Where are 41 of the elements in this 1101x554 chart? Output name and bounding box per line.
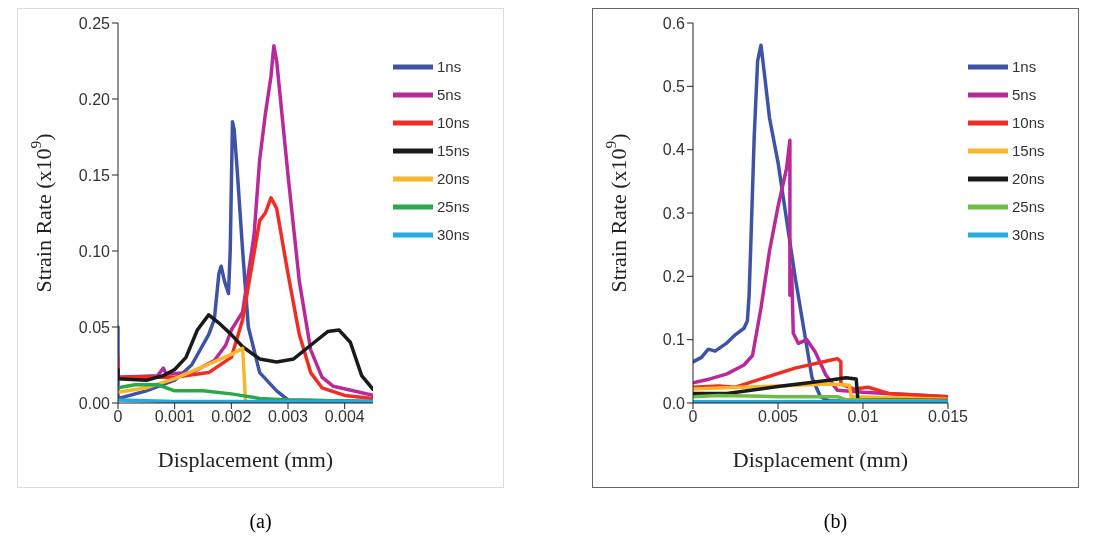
legend-label: 10ns	[437, 113, 470, 133]
text: (a)	[249, 510, 272, 533]
y-tick-label: 0.2	[662, 268, 686, 286]
legend-label: 30ns	[1012, 225, 1045, 245]
legend-label: 20ns	[1012, 169, 1045, 189]
y-tick-label: 0.05	[78, 318, 111, 336]
legend-label: 5ns	[1012, 85, 1037, 105]
y-tick-label: 0.0	[662, 394, 686, 412]
line-series	[118, 346, 248, 403]
x-axis-title: Displacement (mm)	[732, 447, 909, 472]
y-tick-label: 0.10	[78, 242, 111, 260]
legend-label: 20ns	[437, 169, 470, 189]
legend-label: 5ns	[437, 85, 462, 105]
y-tick-label: 0.20	[78, 90, 111, 108]
y-tick-label: 0.1	[662, 331, 686, 349]
legend-label: 15ns	[437, 141, 470, 161]
legend-label: 1ns	[1012, 57, 1037, 77]
legend-label: 30ns	[437, 225, 470, 245]
x-tick-label: 0.015	[927, 408, 969, 426]
y-tick-label: 0.4	[662, 141, 686, 159]
x-axis-title: Displacement (mm)	[157, 447, 334, 472]
x-tick-label: 0.002	[211, 408, 252, 426]
y-tick-label: 0.25	[78, 14, 111, 32]
y-tick-label: 0.5	[662, 78, 686, 96]
y-tick-label: 0.00	[78, 394, 111, 412]
legend-label: 25ns	[437, 197, 470, 217]
x-tick-label: 0.001	[154, 408, 195, 426]
legend-label: 1ns	[437, 57, 462, 77]
y-tick-label: 0.3	[662, 204, 686, 222]
legend-label: 25ns	[1012, 197, 1045, 217]
x-tick-label: 0.005	[757, 408, 799, 426]
x-tick-label: 0	[688, 408, 698, 426]
y-tick-label: 0.6	[662, 14, 686, 32]
legend-label: 15ns	[1012, 141, 1045, 161]
x-tick-label: 0.003	[267, 408, 309, 426]
x-tick-label: 0.01	[847, 408, 879, 426]
x-tick-label: 0	[113, 408, 123, 426]
text: (b)	[823, 510, 848, 533]
legend-label: 10ns	[1012, 113, 1045, 133]
x-tick-label: 0.004	[324, 408, 365, 426]
y-tick-label: 0.15	[78, 166, 111, 184]
